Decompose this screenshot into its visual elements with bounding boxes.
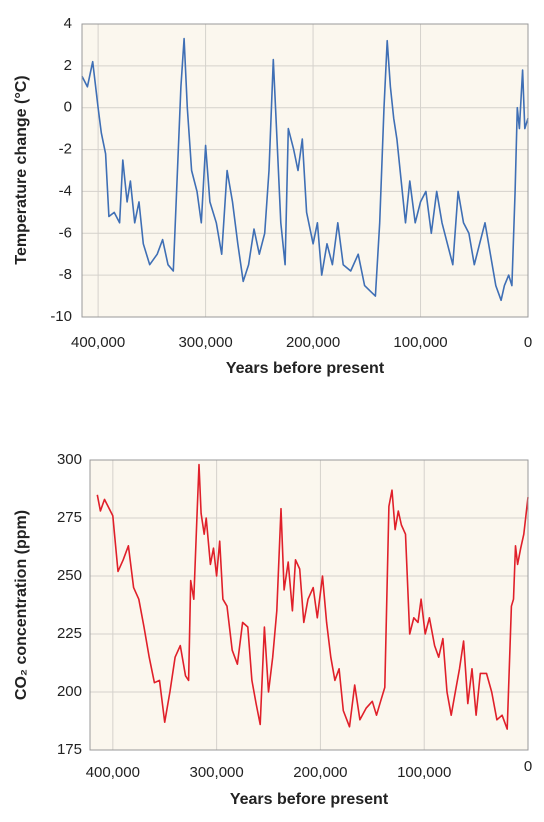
y-tick-label: -8	[59, 266, 72, 283]
x-axis-label: Years before present	[230, 791, 389, 808]
data-line	[81, 37, 529, 302]
plot-frame	[89, 459, 529, 751]
x-tick-label: 400,000	[71, 334, 125, 351]
y-tick-label: -6	[59, 224, 72, 241]
y-tick-label: 225	[57, 625, 82, 642]
y-tick-label: 200	[57, 683, 82, 700]
y-tick-label: 2	[64, 57, 72, 74]
plot-area	[82, 24, 528, 317]
y-tick-label: 4	[64, 15, 72, 32]
x-tick-label: 100,000	[397, 764, 451, 781]
y-tick-label: 0	[64, 99, 72, 116]
y-tick-label: -2	[59, 141, 72, 158]
x-tick-label: 200,000	[286, 334, 340, 351]
x-tick-label: 200,000	[293, 764, 347, 781]
y-tick-label: -10	[50, 308, 72, 325]
x-tick-label: 0	[524, 758, 532, 775]
y-tick-label: 275	[57, 509, 82, 526]
x-tick-label: 0	[524, 334, 532, 351]
data-line	[96, 463, 529, 730]
y-axis-label: CO₂ concentration (ppm)	[13, 510, 30, 700]
x-tick-label: 300,000	[178, 334, 232, 351]
x-axis-label: Years before present	[226, 360, 385, 377]
plot-frame	[81, 23, 529, 318]
x-tick-label: 300,000	[190, 764, 244, 781]
x-tick-label: 100,000	[393, 334, 447, 351]
y-tick-label: 175	[57, 741, 82, 758]
x-tick-label: 400,000	[86, 764, 140, 781]
y-tick-label: 300	[57, 451, 82, 468]
y-tick-label: -4	[59, 182, 72, 199]
y-axis-label: Temperature change (°C)	[13, 75, 30, 264]
plot-area	[90, 460, 528, 750]
y-tick-label: 250	[57, 567, 82, 584]
